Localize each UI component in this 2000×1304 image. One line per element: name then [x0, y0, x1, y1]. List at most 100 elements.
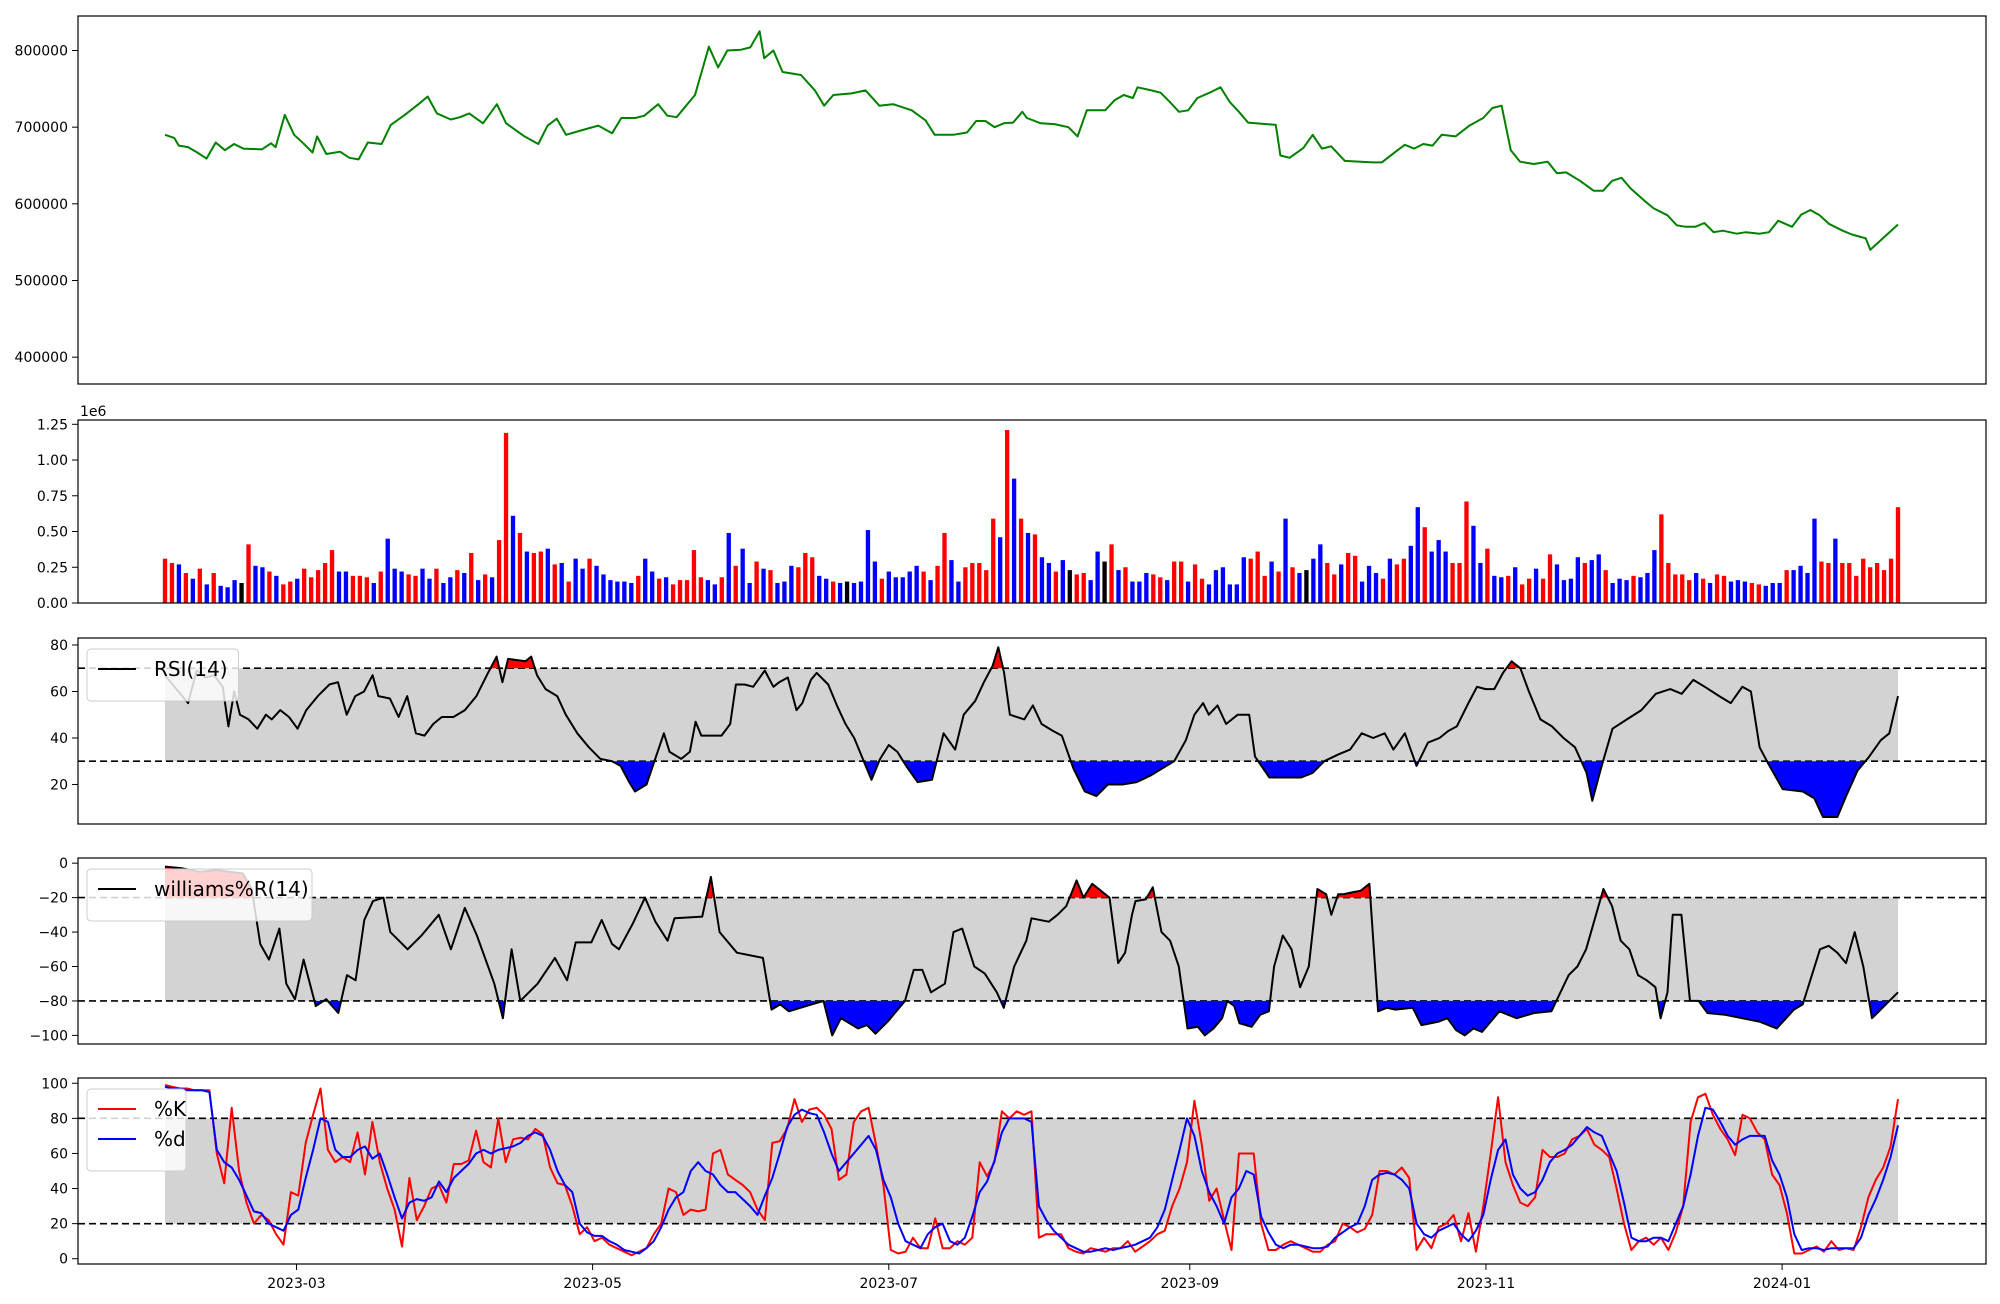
volume-bar — [532, 553, 536, 603]
volume-bar — [518, 533, 522, 603]
volume-bar — [316, 570, 320, 603]
legend-label: %K — [154, 1097, 187, 1121]
volume-bar — [1464, 501, 1468, 603]
ytick-label: 100 — [41, 1076, 68, 1092]
ytick-label: −80 — [38, 994, 68, 1010]
volume-bar — [956, 582, 960, 603]
volume-bar — [309, 577, 313, 603]
volume-bar — [852, 583, 856, 603]
volume-bar — [1617, 579, 1621, 603]
volume-bar — [1757, 584, 1761, 603]
volume-bar — [1283, 519, 1287, 603]
volume-bar — [713, 584, 717, 603]
volume-bar — [747, 583, 751, 603]
volume-bar — [1130, 582, 1134, 603]
volume-bar — [1367, 566, 1371, 603]
volume-bar — [413, 576, 417, 603]
volume-bar — [1868, 567, 1872, 603]
volume-bar — [629, 583, 633, 603]
volume-bar — [232, 580, 236, 603]
volume-bar — [351, 576, 355, 603]
volume-bar — [768, 570, 772, 603]
volume-bar — [908, 572, 912, 603]
volume-bar — [741, 549, 745, 603]
volume-bar — [1784, 570, 1788, 603]
volume-bar — [253, 566, 257, 603]
ytick-label: 40 — [50, 731, 68, 747]
volume-bar — [1249, 559, 1253, 603]
volume-bar — [1116, 570, 1120, 603]
volume-bar — [476, 580, 480, 603]
volume-bar — [386, 539, 390, 603]
ytick-label: −60 — [38, 960, 68, 976]
volume-bar — [1402, 559, 1406, 603]
volume-bar — [1200, 579, 1204, 603]
volume-bar — [1297, 573, 1301, 603]
volume-bar — [1610, 583, 1614, 603]
volume-bar — [358, 576, 362, 603]
volume-bar — [643, 559, 647, 603]
volume-bar — [1395, 564, 1399, 603]
volume-bar — [1520, 584, 1524, 603]
legend-label: %d — [154, 1127, 186, 1151]
volume-bar — [1485, 549, 1489, 603]
volume-bar — [789, 566, 793, 603]
volume-bar — [1583, 563, 1587, 603]
volume-bar — [1262, 576, 1266, 603]
volume-bar — [1833, 539, 1837, 603]
volume-bar — [1569, 579, 1573, 603]
volume-bar — [782, 582, 786, 603]
volume-bar — [650, 572, 654, 603]
volume-bar — [1889, 559, 1893, 603]
volume-bar — [1708, 583, 1712, 603]
volume-bar — [1054, 572, 1058, 603]
ytick-label: 0.00 — [37, 596, 68, 612]
ytick-label: 0.50 — [37, 525, 68, 541]
volume-bar — [337, 572, 341, 603]
volume-bar — [1109, 544, 1113, 603]
legend-label: williams%R(14) — [154, 877, 309, 901]
ytick-label: 80 — [50, 638, 68, 654]
volume-bar — [754, 562, 758, 603]
volume-bar — [984, 570, 988, 603]
volume-bar — [831, 582, 835, 603]
volume-bar — [594, 566, 598, 603]
volume-bar — [1012, 479, 1016, 603]
volume-bar — [455, 570, 459, 603]
volume-bar — [1242, 557, 1246, 603]
volume-bar — [838, 583, 842, 603]
volume-bar — [302, 569, 306, 603]
volume-bar — [1680, 574, 1684, 603]
volume-bar — [1430, 552, 1434, 603]
volume-bar — [365, 577, 369, 603]
volume-bar — [942, 533, 946, 603]
volume-bar — [901, 577, 905, 603]
volume-bar — [525, 552, 529, 603]
ytick-label: 700000 — [15, 120, 68, 136]
volume-bar — [1443, 552, 1447, 603]
volume-bar — [1590, 560, 1594, 603]
volume-bar — [344, 572, 348, 603]
volume-bar — [1541, 579, 1545, 603]
volume-bar — [205, 584, 209, 603]
volume-offset-label: 1e6 — [80, 404, 107, 420]
volume-bar — [1423, 527, 1427, 603]
volume-bar — [281, 584, 285, 603]
volume-bar — [977, 563, 981, 603]
ytick-label: 0 — [59, 1252, 68, 1268]
volume-bar — [1499, 577, 1503, 603]
volume-bar — [1778, 583, 1782, 603]
volume-bar — [608, 580, 612, 603]
volume-bar — [1019, 519, 1023, 603]
volume-bar — [1450, 563, 1454, 603]
volume-bar — [685, 580, 689, 603]
volume-bar — [1798, 566, 1802, 603]
volume-bar — [1409, 546, 1413, 603]
xtick-label: 2024-01 — [1753, 1276, 1812, 1292]
volume-bar — [372, 583, 376, 603]
volume-bar — [560, 563, 564, 603]
ytick-label: 60 — [50, 684, 68, 700]
volume-bar — [1172, 562, 1176, 603]
volume-bar — [212, 573, 216, 603]
